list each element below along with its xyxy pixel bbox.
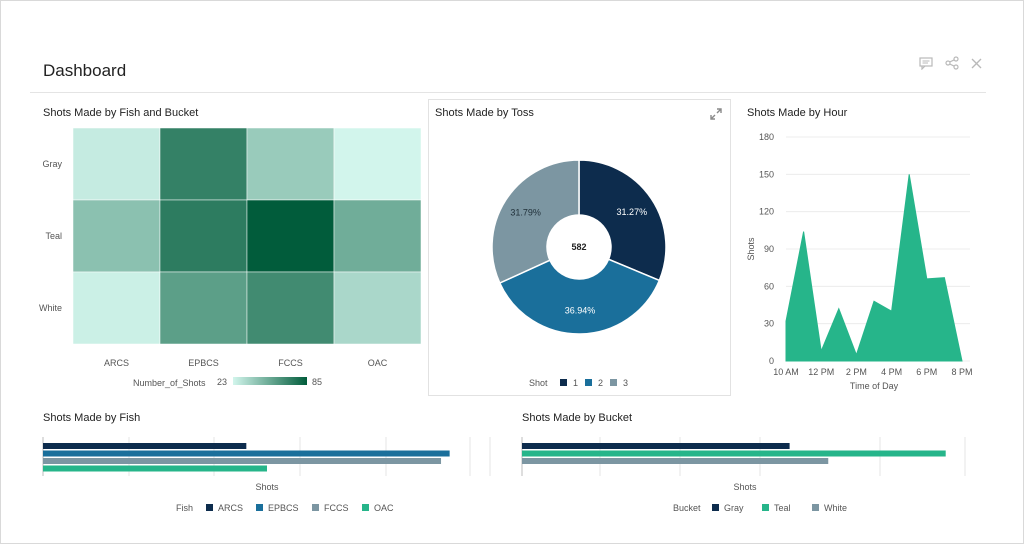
bucket-x-label: Shots [733,482,757,492]
header-actions [919,56,982,70]
fish-x-label: Shots [255,482,279,492]
bucket-legend-swatch [712,504,719,511]
area-series [785,174,963,362]
heatmap-title: Shots Made by Fish and Bucket [43,107,199,119]
pie-legend-item: 1 [573,378,578,388]
bucket-bar [522,458,829,464]
heatmap-cell [246,127,335,201]
toss-title: Shots Made by Toss [435,107,534,119]
heatmap-cell [159,271,248,345]
fish-title: Shots Made by Fish [43,412,141,424]
fish-bar [43,450,450,457]
area-y-tick: 0 [769,356,774,366]
area-x-tick: 2 PM [846,367,867,377]
area-x-label: Time of Day [850,381,899,391]
heatmap-legend-label: Number_of_Shots [133,378,206,388]
fish-legend-item: FCCS [324,503,349,513]
heatmap-cell [159,199,248,273]
heatmap-x-label: EPBCS [188,358,219,368]
share-icon[interactable] [945,56,959,70]
fish-bar [43,465,267,472]
bucket-legend-item: Gray [724,503,744,513]
area-x-tick: 8 PM [951,367,972,377]
heatmap-cell [333,127,422,201]
fish-legend-swatch [312,504,319,511]
area-y-tick: 30 [764,319,774,329]
fish-legend-title: Fish [176,503,193,513]
fish-legend-swatch [256,504,263,511]
heatmap-x-label: FCCS [278,358,303,368]
area-y-label: Shots [746,237,756,261]
bucket-legend-item: White [824,503,847,513]
pie-legend-item: 2 [598,378,603,388]
area-x-tick: 4 PM [881,367,902,377]
heatmap-y-label: Teal [45,231,62,241]
heatmap-y-label: White [39,303,62,313]
heatmap-legend-bar [233,377,307,385]
fish-legend-swatch [362,504,369,511]
pie-slice-label: 31.79% [510,208,541,218]
area-y-tick: 60 [764,281,774,291]
pie-center-label: 582 [571,242,586,252]
heatmap-x-label: ARCS [104,358,129,368]
heatmap-cell [72,199,161,273]
fish-legend-item: ARCS [218,503,243,513]
fish-bar [43,458,442,464]
expand-icon[interactable] [710,107,722,125]
toss-panel [428,99,731,396]
bucket-bar [522,443,790,449]
area-x-tick: 10 AM [773,367,799,377]
bucket-bar [522,450,946,457]
pie-legend-title: Shot [529,378,548,388]
header-divider [30,92,986,93]
heatmap-legend-min: 23 [217,377,227,387]
bucket-title: Shots Made by Bucket [522,412,633,424]
heatmap-legend-max: 85 [312,377,322,387]
pie-legend-swatch [585,379,592,386]
heatmap-cell [333,199,422,273]
pie-slice [498,258,661,335]
bucket-legend-item: Teal [774,503,791,513]
heatmap-cell [72,271,161,345]
pie-slice [491,159,580,284]
area-x-tick: 12 PM [808,367,834,377]
area-y-tick: 150 [759,169,774,179]
fish-legend-swatch [206,504,213,511]
fish-legend-item: OAC [374,503,394,513]
heatmap-cell [246,271,335,345]
heatmap-x-label: OAC [368,358,388,368]
area-y-tick: 90 [764,244,774,254]
pie-legend-swatch [610,379,617,386]
heatmap-cell [72,127,161,201]
bucket-legend-swatch [762,504,769,511]
area-x-tick: 6 PM [916,367,937,377]
pie-legend-swatch [560,379,567,386]
heatmap-cell [333,271,422,345]
fish-bar [43,443,247,449]
page-title: Dashboard [43,61,127,80]
area-y-tick: 120 [759,207,774,217]
area-y-tick: 180 [759,132,774,142]
heatmap-y-label: Gray [42,159,62,169]
close-icon[interactable] [971,58,982,69]
pie-legend-item: 3 [623,378,628,388]
heatmap-cell [159,127,248,201]
pie-slice-label: 36.94% [565,305,596,315]
comment-icon[interactable] [919,56,933,70]
hour-title: Shots Made by Hour [747,107,848,119]
heatmap-cell [246,199,335,273]
bucket-legend-swatch [812,504,819,511]
fish-legend-item: EPBCS [268,503,299,513]
bucket-legend-title: Bucket [673,503,701,513]
pie-slice [578,159,667,282]
pie-slice-label: 31.27% [617,207,648,217]
